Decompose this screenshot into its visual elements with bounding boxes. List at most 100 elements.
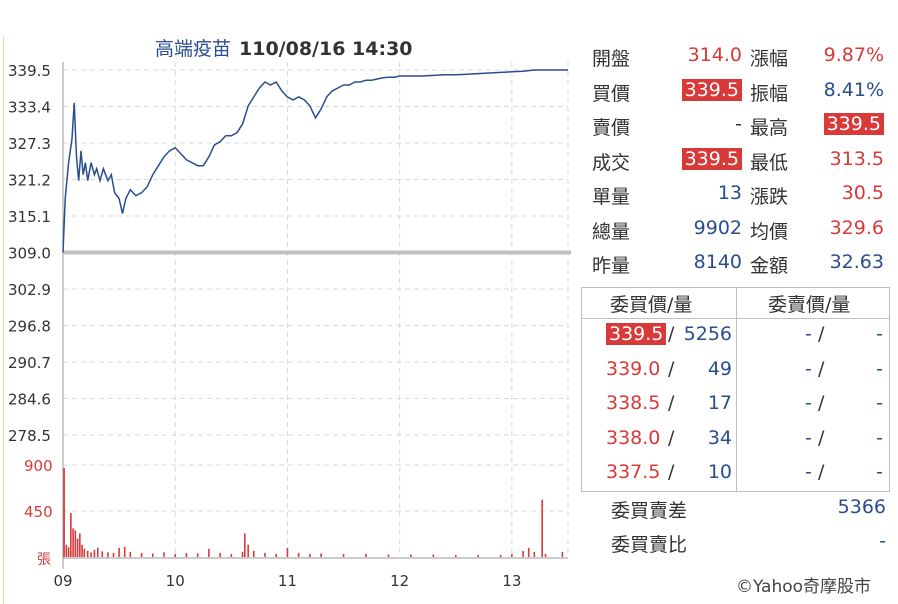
- ask-volume: -: [876, 357, 883, 380]
- separator: /: [818, 461, 825, 483]
- order-book-divider: [736, 288, 737, 491]
- volume-bar: [286, 547, 289, 557]
- quote-label: 單量: [592, 186, 631, 208]
- quote-label: 總量: [592, 220, 631, 243]
- quote-label: 買價: [592, 82, 631, 105]
- volume-bar: [342, 553, 345, 557]
- quote-value: 314.0: [687, 44, 742, 66]
- volume-bar: [387, 554, 390, 557]
- stock-name: 高端疫苗: [155, 38, 232, 60]
- quote-value: 30.5: [841, 182, 884, 204]
- quote-row: 單量 13 漲跌 30.5: [592, 180, 892, 210]
- ask-volume: -: [876, 323, 883, 345]
- price-tick-label: 278.5: [8, 427, 51, 445]
- time-tick-label: 13: [502, 572, 521, 590]
- volume-bar: [112, 552, 115, 557]
- volume-bar: [93, 549, 96, 557]
- volume-bar: [63, 468, 65, 557]
- volume-bar: [365, 553, 367, 557]
- volume-bar: [72, 528, 74, 557]
- bid-ask-diff-label: 委買賣差: [611, 500, 688, 522]
- volume-tick-label: 900: [24, 457, 53, 475]
- bid-header: 委買價/量: [610, 294, 693, 316]
- quote-value: 13: [717, 182, 742, 204]
- volume-bar: [247, 544, 249, 557]
- bid-volume: 34: [707, 426, 732, 449]
- price-tick-label: 333.4: [8, 99, 51, 117]
- volume-bar: [477, 554, 480, 557]
- volume-bar: [454, 554, 457, 557]
- bid-volume: 5256: [683, 323, 732, 345]
- quote-row: 昨量 8140 金額 32.63: [592, 249, 892, 279]
- quote-label: 開盤: [592, 48, 631, 70]
- time-tick-label: 10: [166, 572, 185, 590]
- price-tick-label: 296.8: [8, 318, 51, 336]
- volume-bar: [244, 533, 246, 557]
- ask-price: -: [805, 461, 812, 483]
- volume-bar: [86, 550, 89, 557]
- quote-value: 8.41%: [823, 78, 884, 101]
- volume-bar: [174, 553, 177, 557]
- volume-bar: [541, 499, 543, 557]
- ask-price: -: [805, 392, 812, 414]
- order-book-row: 337.5/10- / -: [582, 458, 889, 492]
- bid-ask-ratio-value: -: [879, 530, 886, 552]
- price-tick-label: 309.0: [8, 245, 51, 263]
- quote-value: -: [735, 113, 742, 135]
- volume-bar: [163, 552, 165, 557]
- copyright: ©Yahoo奇摩股市: [736, 577, 872, 597]
- volume-bar: [527, 547, 530, 557]
- ask-header: 委賣價/量: [768, 294, 851, 316]
- volume-bar: [252, 550, 255, 557]
- volume-bar: [410, 554, 412, 557]
- volume-bar: [499, 554, 502, 557]
- order-book-row: 339.0/49- / -: [582, 355, 889, 389]
- volume-bar: [533, 551, 536, 557]
- quote-row: 總量 9902 均價 329.6: [592, 215, 892, 245]
- time-tick-label: 12: [390, 572, 409, 590]
- volume-bar: [90, 552, 92, 557]
- volume-bar: [67, 547, 70, 557]
- volume-bar: [241, 551, 244, 557]
- bid-volume: 10: [707, 461, 732, 483]
- ask-volume: -: [876, 426, 883, 449]
- price-tick-label: 321.2: [8, 172, 51, 190]
- ask-volume: -: [876, 392, 883, 414]
- quote-label: 金額: [750, 255, 789, 277]
- volume-bar: [151, 553, 154, 557]
- bid-ask-diff-value: 5366: [837, 496, 886, 518]
- volume-bar: [101, 551, 104, 557]
- order-book-row: 338.5/17- / -: [582, 389, 889, 423]
- quote-row: 開盤 314.0 漲幅 9.87%: [592, 42, 892, 72]
- volume-bar: [74, 530, 77, 557]
- quote-value: 329.6: [829, 216, 884, 239]
- order-book: 委買價/量 委賣價/量 339.5/5256- / -339.0/49- / -338.…: [581, 287, 890, 492]
- quote-label: 漲跌: [750, 186, 789, 208]
- quote-label: 成交: [592, 151, 631, 174]
- separator: /: [668, 392, 675, 414]
- volume-bar: [76, 538, 79, 557]
- price-tick-label: 327.3: [8, 135, 51, 153]
- ask-price: -: [805, 323, 812, 345]
- volume-bar: [81, 544, 83, 557]
- volume-bar: [65, 544, 68, 557]
- quote-value: 9.87%: [823, 44, 884, 66]
- volume-bar: [522, 550, 524, 557]
- quote-value: 339.5: [681, 147, 742, 170]
- quote-row: 買價 339.5 振幅 8.41%: [592, 77, 892, 107]
- intraday-chart: 339.5 333.4 327.3 321.2 315.1 309.0 302.9 296.8…: [8, 62, 571, 590]
- volume-bar: [118, 547, 120, 557]
- time-tick-label: 09: [53, 572, 72, 590]
- volume-bar: [79, 533, 81, 557]
- volume-bar: [70, 513, 72, 557]
- bid-price: 338.5: [606, 392, 661, 414]
- price-series-line: [62, 69, 568, 253]
- price-tick-label: 315.1: [8, 208, 51, 226]
- left-edge-line: [3, 36, 4, 604]
- ask-price: -: [805, 357, 812, 380]
- quote-row: 成交 339.5 最低 313.5: [592, 146, 892, 176]
- ask-volume: -: [876, 461, 883, 483]
- quote-label: 最低: [750, 151, 789, 174]
- volume-bar: [107, 552, 109, 557]
- quote-label: 昨量: [592, 255, 631, 277]
